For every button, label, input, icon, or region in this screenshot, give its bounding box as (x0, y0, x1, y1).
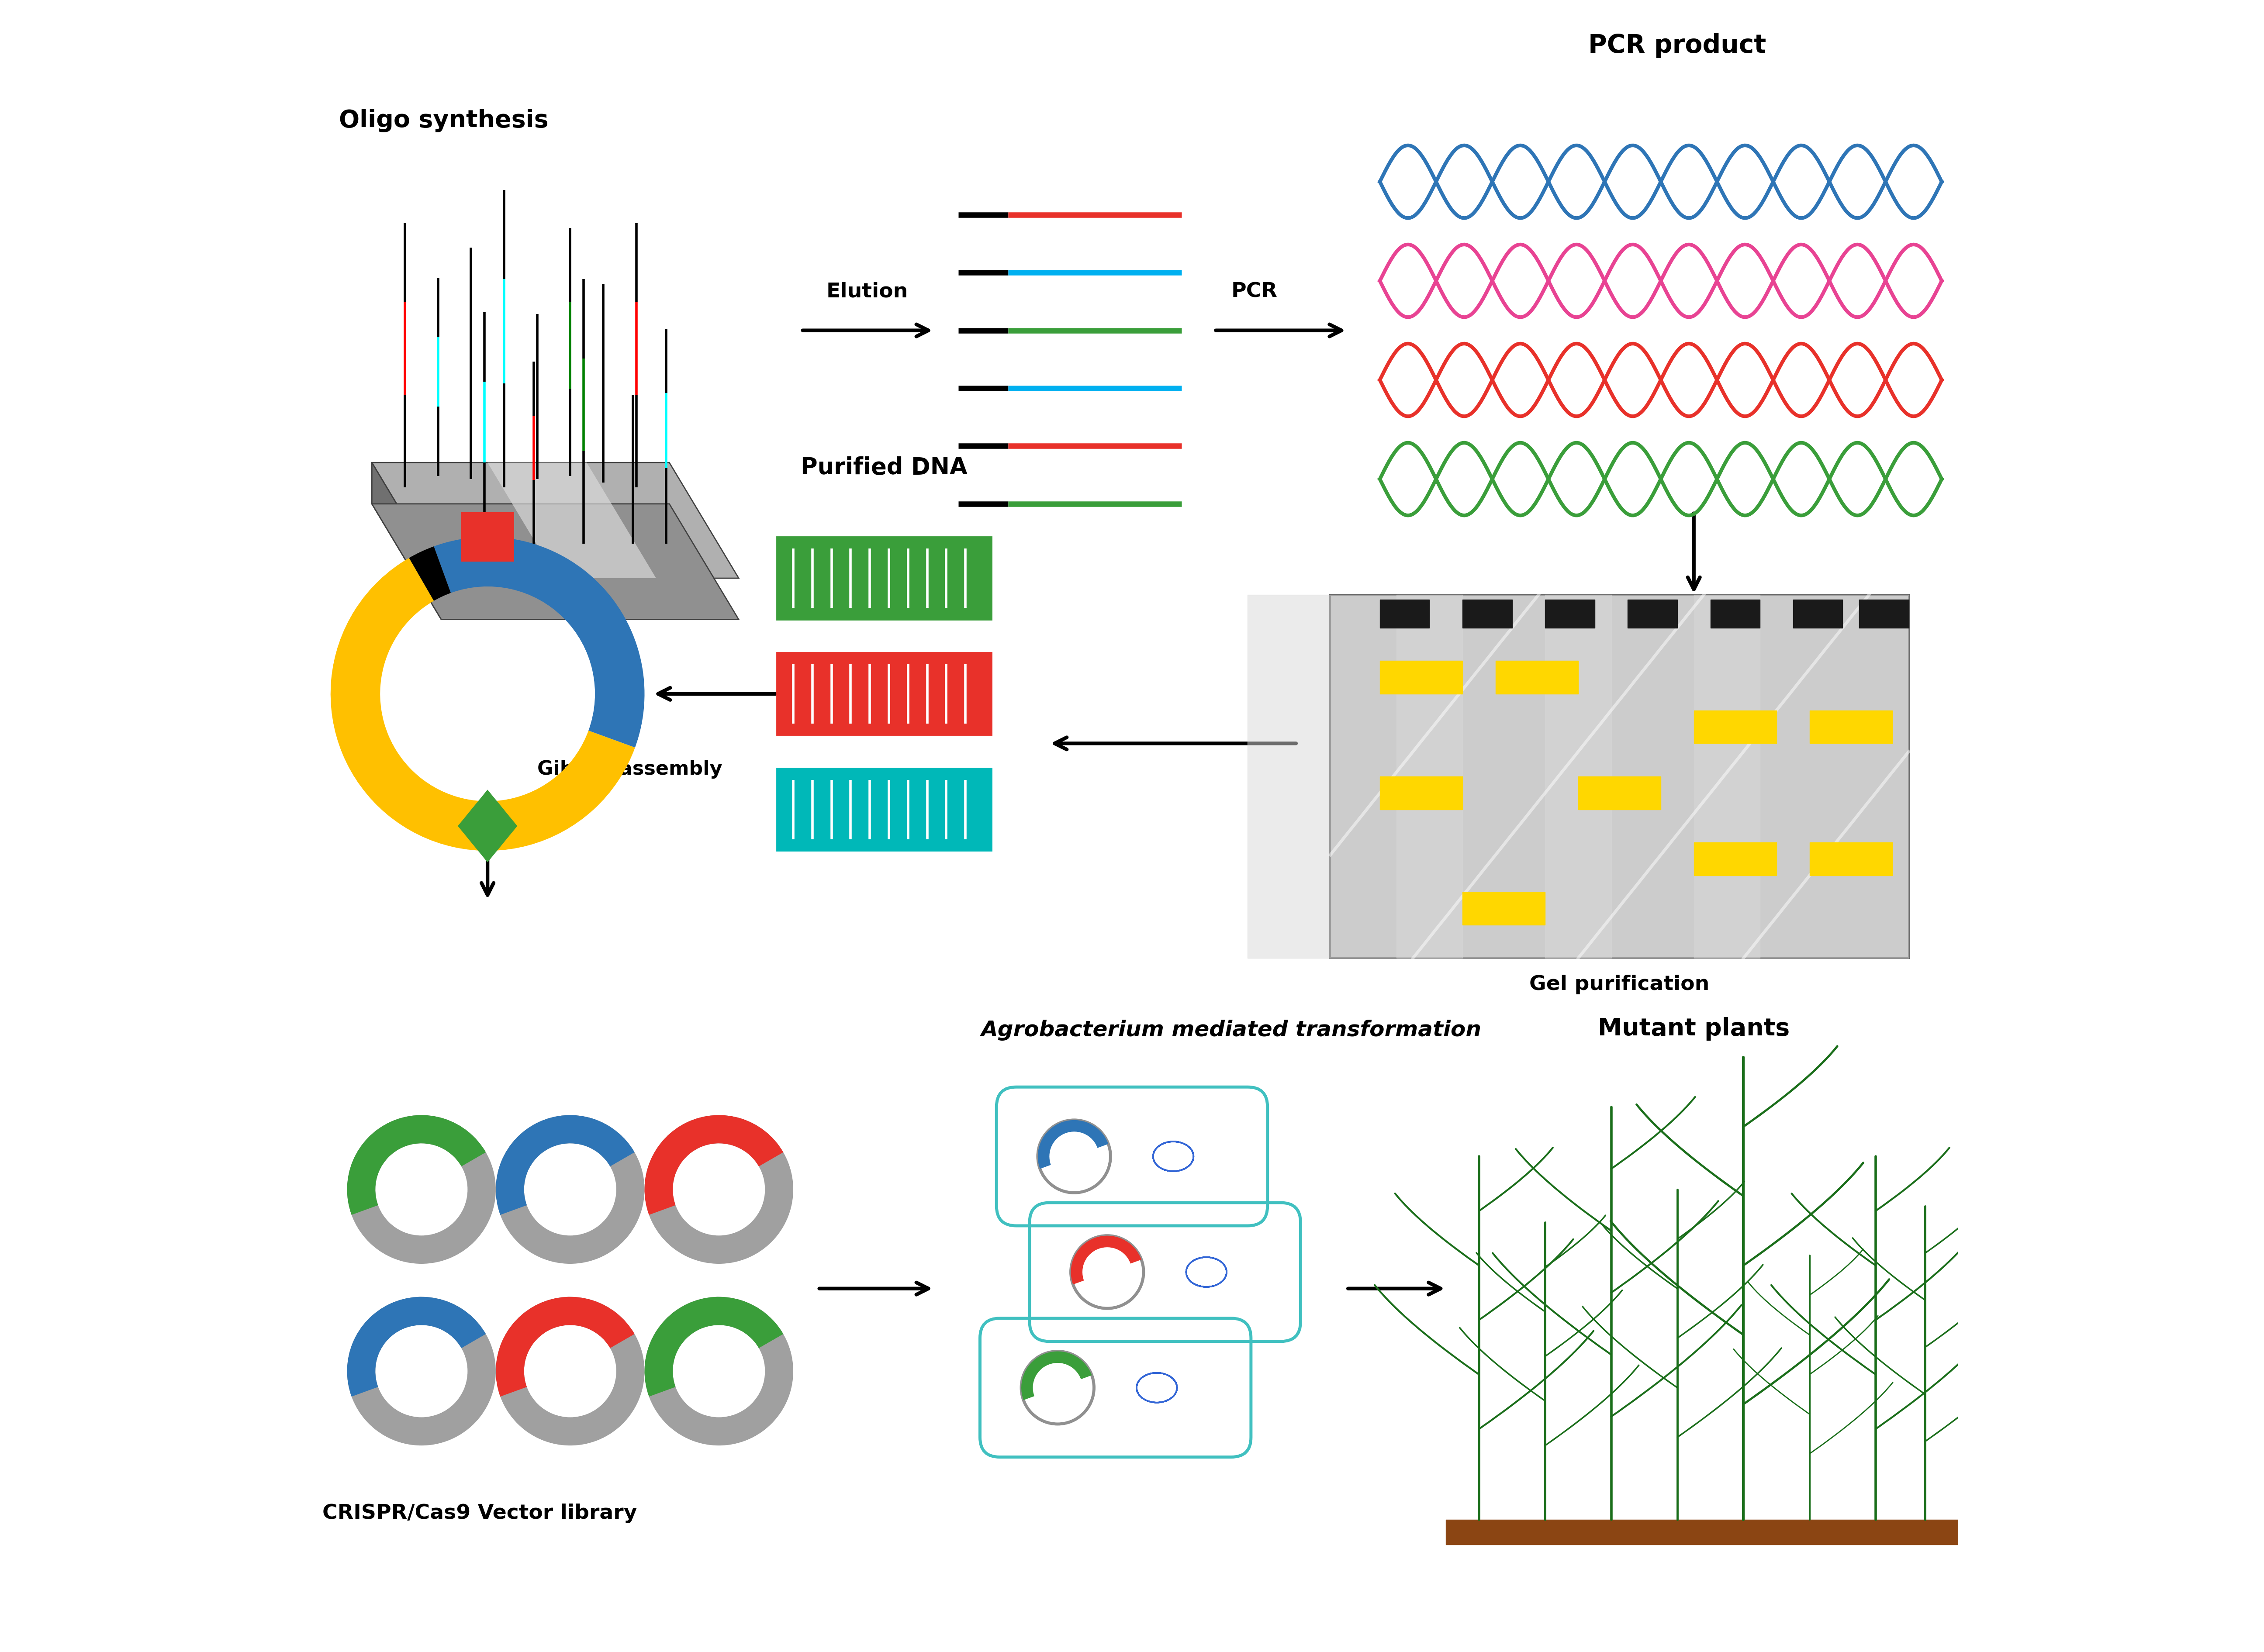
Polygon shape (1578, 776, 1662, 809)
Wedge shape (645, 1115, 792, 1264)
Polygon shape (1693, 595, 1909, 958)
Polygon shape (777, 653, 992, 735)
Polygon shape (1793, 600, 1843, 628)
Wedge shape (410, 547, 451, 601)
Polygon shape (1397, 595, 1612, 958)
Wedge shape (1071, 1236, 1141, 1285)
Polygon shape (1628, 600, 1678, 628)
Polygon shape (1379, 661, 1463, 694)
Polygon shape (1247, 595, 1463, 958)
Polygon shape (1544, 595, 1759, 958)
Wedge shape (331, 558, 636, 851)
Polygon shape (371, 463, 738, 578)
Text: CRISPR/Cas9 Vector library: CRISPR/Cas9 Vector library (321, 1503, 636, 1523)
Text: PCR: PCR (1232, 282, 1277, 302)
Polygon shape (1693, 710, 1777, 743)
Polygon shape (1463, 600, 1512, 628)
Wedge shape (1021, 1351, 1091, 1401)
Wedge shape (645, 1297, 792, 1446)
Text: Elution: Elution (826, 282, 908, 302)
Polygon shape (371, 504, 738, 620)
Polygon shape (1379, 776, 1463, 809)
Polygon shape (1809, 710, 1893, 743)
Polygon shape (1859, 600, 1909, 628)
Polygon shape (462, 512, 514, 562)
Polygon shape (371, 463, 441, 620)
Polygon shape (1809, 843, 1893, 876)
Wedge shape (496, 1115, 645, 1264)
Polygon shape (777, 537, 992, 620)
Text: Oligo synthesis: Oligo synthesis (340, 109, 548, 132)
Wedge shape (346, 1297, 487, 1396)
Text: Agrobacterium mediated transformation: Agrobacterium mediated transformation (980, 1019, 1481, 1041)
Polygon shape (1379, 600, 1429, 628)
Text: Purified DNA: Purified DNA (801, 456, 967, 479)
Polygon shape (1497, 661, 1578, 694)
Polygon shape (1447, 1520, 1958, 1545)
Polygon shape (777, 768, 992, 851)
Polygon shape (1693, 843, 1777, 876)
Wedge shape (496, 1115, 634, 1214)
Text: Gibson assembly: Gibson assembly (537, 760, 722, 778)
Wedge shape (645, 1297, 783, 1396)
Wedge shape (645, 1115, 783, 1214)
Wedge shape (496, 1297, 645, 1446)
Wedge shape (346, 1115, 487, 1214)
Text: PCR product: PCR product (1589, 33, 1766, 58)
Polygon shape (487, 463, 657, 578)
Polygon shape (1709, 600, 1759, 628)
Wedge shape (346, 1297, 496, 1446)
Polygon shape (1463, 892, 1544, 925)
Text: Mutant plants: Mutant plants (1598, 1018, 1791, 1041)
Wedge shape (435, 537, 645, 747)
Polygon shape (1331, 595, 1909, 958)
Wedge shape (496, 1297, 634, 1396)
Polygon shape (457, 790, 516, 862)
Wedge shape (346, 1115, 496, 1264)
Text: Gel purification: Gel purification (1530, 975, 1709, 995)
Polygon shape (1544, 600, 1594, 628)
Wedge shape (1037, 1120, 1109, 1170)
